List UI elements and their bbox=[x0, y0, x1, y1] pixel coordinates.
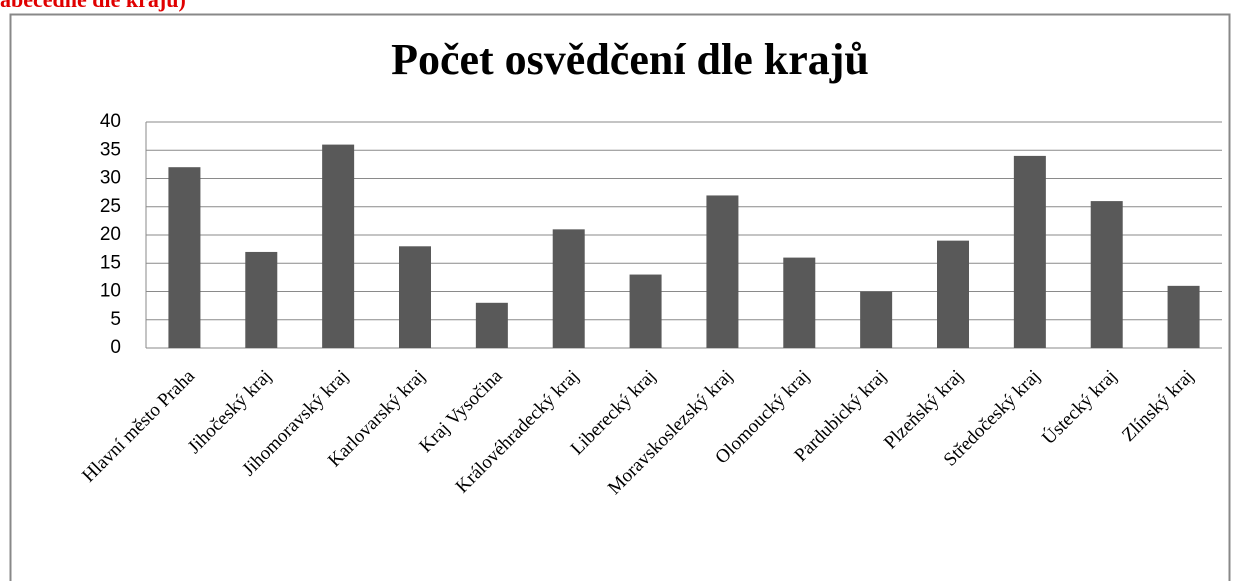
caption: abecedně dle krajů) bbox=[0, 0, 186, 12]
bar bbox=[245, 251, 278, 348]
y-tick-label: 10 bbox=[100, 281, 121, 302]
y-tick-label: 30 bbox=[100, 168, 121, 189]
y-tick-label: 0 bbox=[110, 337, 121, 358]
y-tick-label: 25 bbox=[100, 196, 121, 217]
chart-title: Počet osvědčení dle krajů bbox=[391, 35, 869, 84]
bar bbox=[399, 246, 431, 348]
bar bbox=[1090, 201, 1123, 348]
y-tick-label: 15 bbox=[100, 252, 121, 273]
bar bbox=[322, 144, 355, 348]
bar bbox=[706, 195, 739, 348]
bar bbox=[783, 257, 816, 348]
y-tick-label: 5 bbox=[110, 309, 121, 330]
y-tick-label: 40 bbox=[100, 111, 121, 132]
bar bbox=[168, 167, 201, 348]
bar bbox=[629, 274, 662, 348]
y-tick-label: 20 bbox=[100, 224, 121, 245]
bar bbox=[1013, 155, 1046, 348]
bar bbox=[860, 291, 893, 348]
y-tick-label: 35 bbox=[100, 139, 121, 160]
bar bbox=[937, 240, 969, 348]
bar bbox=[1167, 285, 1200, 348]
bar bbox=[475, 302, 508, 348]
bar bbox=[552, 229, 585, 348]
